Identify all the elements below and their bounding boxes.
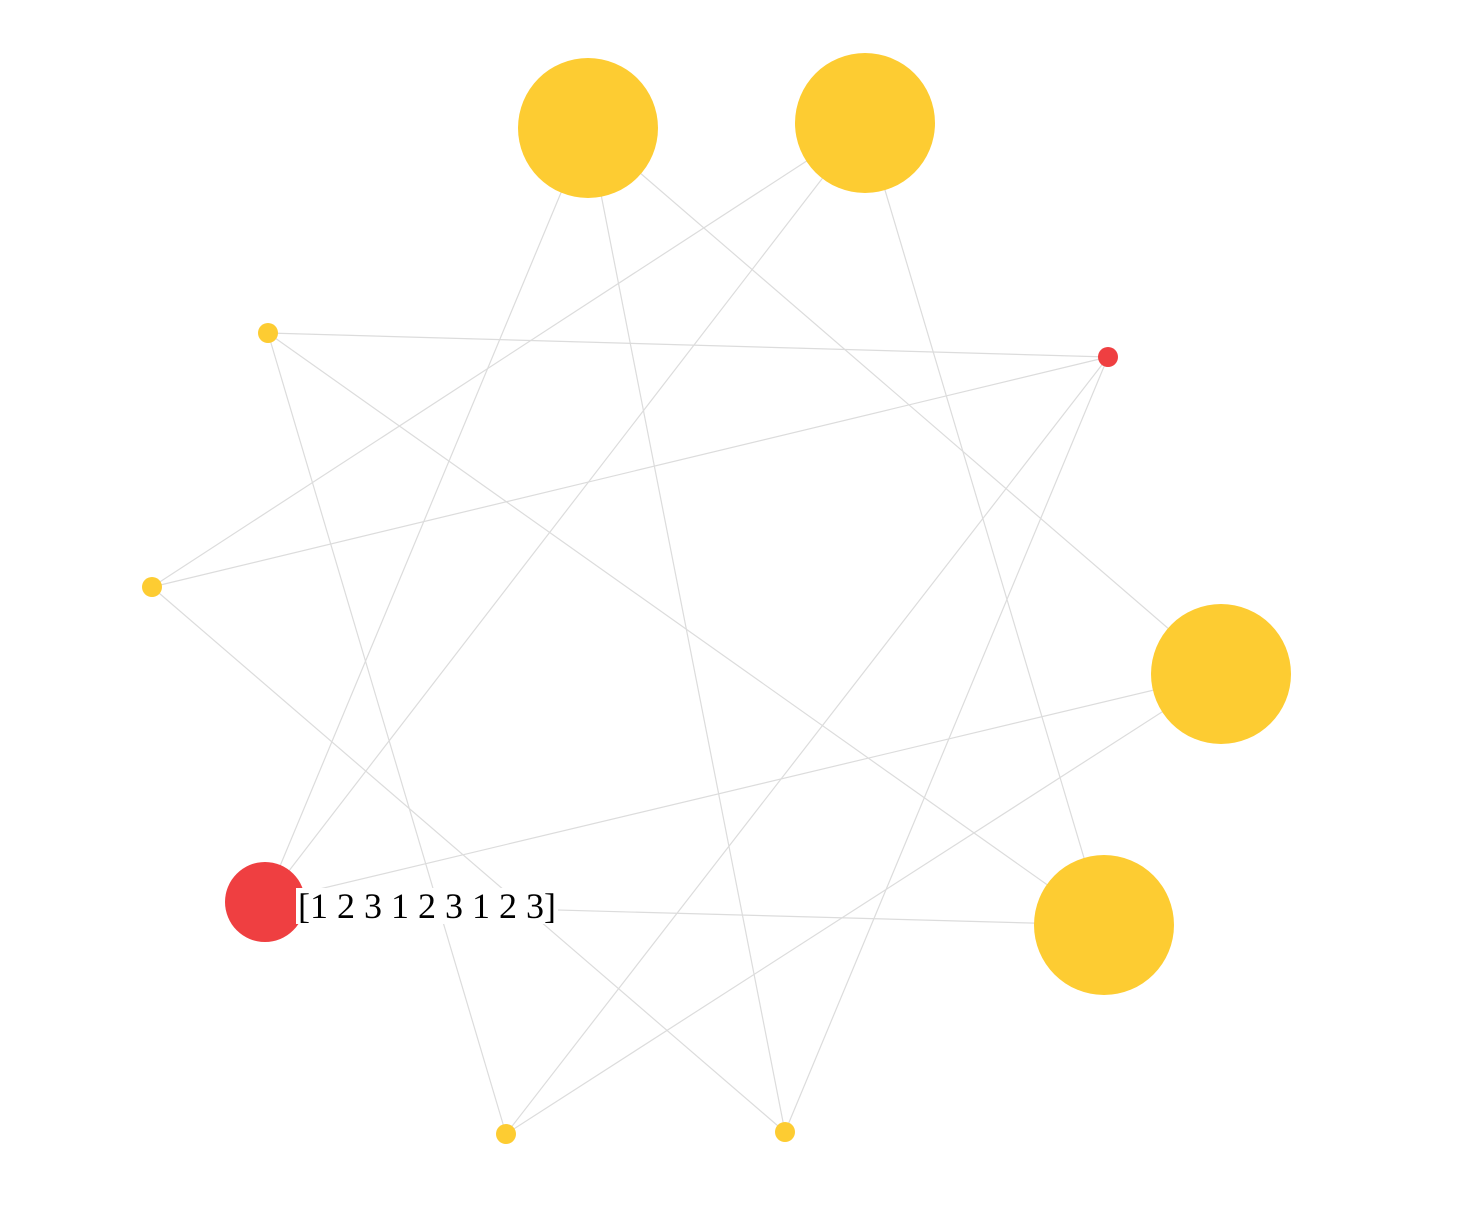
edge-n1-n6 [264, 122, 866, 903]
node-bottom-right-small[interactable] [775, 1122, 795, 1142]
edge-n2-n8 [267, 332, 507, 1135]
node-upper-left-small[interactable] [258, 323, 278, 343]
node-lower-left-red[interactable] [225, 862, 305, 942]
node-lower-right-large[interactable] [1034, 855, 1174, 995]
edge-n0-n6 [264, 127, 589, 903]
node-left-small[interactable] [142, 577, 162, 597]
edge-n2-n3 [267, 332, 1109, 358]
node-label-background [296, 888, 558, 924]
node-label: [1 2 3 1 2 3 1 2 3] [298, 886, 556, 926]
edge-n2-n7 [267, 332, 1105, 926]
edge-n5-n8 [505, 673, 1222, 1135]
node-right-large[interactable] [1151, 604, 1291, 744]
node-upper-right-small-red[interactable] [1098, 347, 1118, 367]
edge-layer [151, 122, 1222, 1135]
edge-n5-n6 [264, 673, 1222, 903]
edge-n3-n8 [505, 356, 1109, 1135]
edge-n4-n9 [151, 586, 786, 1133]
edge-n3-n4 [151, 356, 1109, 588]
label-layer: [1 2 3 1 2 3 1 2 3] [296, 886, 558, 926]
edge-n1-n7 [864, 122, 1105, 926]
node-layer [142, 53, 1291, 1144]
edge-n3-n9 [784, 356, 1109, 1133]
edge-n1-n4 [151, 122, 866, 588]
edge-n0-n5 [587, 127, 1222, 675]
node-top-right-large[interactable] [795, 53, 935, 193]
node-bottom-left-small[interactable] [496, 1124, 516, 1144]
node-top-left-large[interactable] [518, 58, 658, 198]
